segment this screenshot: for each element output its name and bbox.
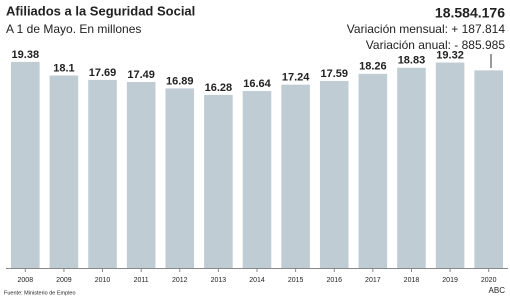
x-tick-label: 2019 <box>442 277 458 284</box>
value-label: 17.59 <box>320 68 348 80</box>
brand: ABC <box>489 286 506 295</box>
chart-title: Afiliados a la Seguridad Social <box>6 3 195 18</box>
source: Fuente: Ministerio de Empleo <box>4 290 76 296</box>
bar <box>397 67 426 268</box>
bar <box>435 62 465 268</box>
bar <box>474 70 503 268</box>
value-label: 18.83 <box>398 55 426 67</box>
value-label: 17.69 <box>89 67 117 79</box>
x-tick-label: 2016 <box>326 277 342 284</box>
value-label: 18.26 <box>359 61 387 73</box>
chart-subtitle: A 1 de Mayo. En millones <box>6 22 141 36</box>
bar <box>281 84 310 268</box>
annotation: Variación anual: - 885.985 <box>366 38 506 52</box>
annotation: 18.584.176 <box>435 5 505 21</box>
x-tick-label: 2014 <box>249 277 265 284</box>
value-label: 17.49 <box>127 69 155 81</box>
x-tick-label: 2020 <box>481 277 497 284</box>
value-label: 16.28 <box>205 82 233 94</box>
x-tick-label: 2018 <box>404 277 420 284</box>
x-tick-label: 2017 <box>365 277 381 284</box>
bar <box>204 94 233 268</box>
x-tick-label: 2015 <box>288 277 304 284</box>
value-label: 17.24 <box>282 72 310 84</box>
bar <box>49 75 79 269</box>
bar <box>88 79 117 268</box>
bar <box>242 91 272 268</box>
x-tick-label: 2012 <box>172 277 188 284</box>
value-label: 19.38 <box>12 49 40 61</box>
bar <box>11 61 40 268</box>
x-tick-label: 2008 <box>18 277 34 284</box>
x-tick-label: 2010 <box>95 277 111 284</box>
value-label: 18.1 <box>53 62 74 74</box>
x-tick-label: 2011 <box>134 277 149 284</box>
bar <box>126 82 156 268</box>
x-tick-label: 2013 <box>211 277 227 284</box>
bar <box>165 88 195 268</box>
value-label: 16.64 <box>243 78 271 90</box>
value-label: 19.32 <box>436 49 464 61</box>
x-tick-label: 2009 <box>56 277 72 284</box>
annotation: Variación mensual: + 187.814 <box>347 22 506 36</box>
value-label: 16.89 <box>166 75 194 87</box>
bar <box>319 80 349 268</box>
bar <box>358 73 388 268</box>
